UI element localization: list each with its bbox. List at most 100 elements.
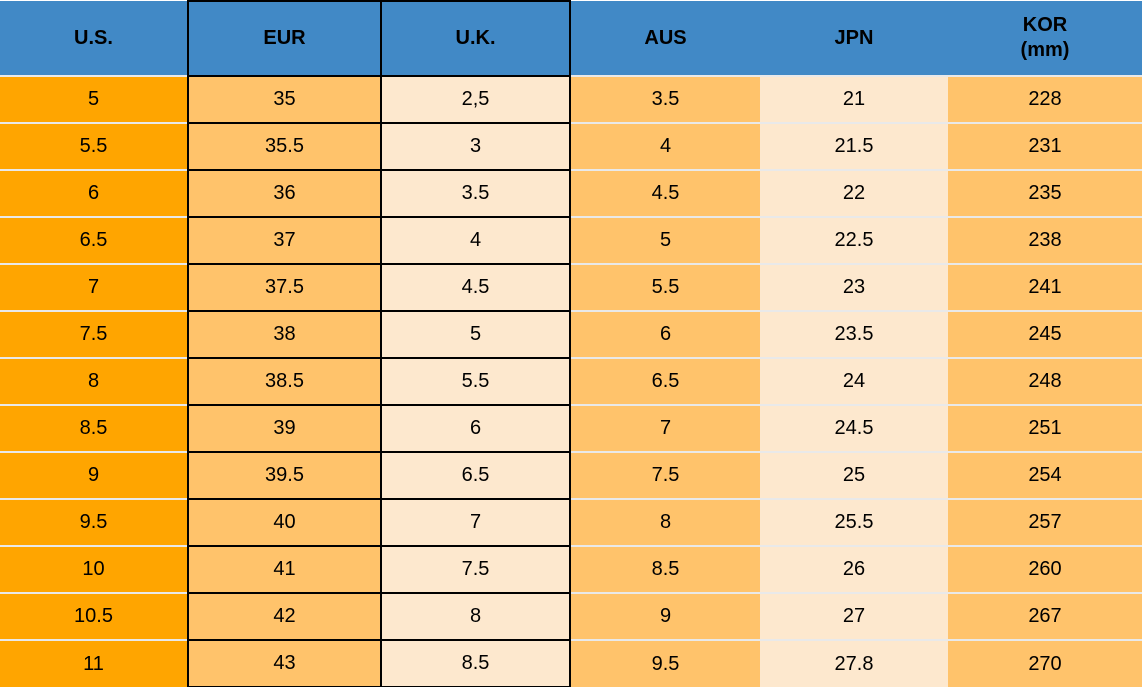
cell-us: 10 [0,545,188,593]
cell-eur: 37 [187,216,382,265]
cell-eur: 37.5 [187,263,382,312]
table-row: 8 38.5 5.5 6.5 24 248 [0,357,1142,406]
cell-aus: 5 [570,216,760,264]
cell-aus: 9.5 [570,639,760,687]
cell-us: 5.5 [0,122,188,170]
cell-aus: 7 [570,404,760,452]
cell-us: 11 [0,639,188,687]
cell-kor: 254 [948,451,1142,499]
cell-us: 7.5 [0,310,188,358]
cell-jpn: 22 [760,169,948,217]
table-row: 10.5 42 8 9 27 267 [0,592,1142,641]
table-row: 8.5 39 6 7 24.5 251 [0,404,1142,453]
cell-eur: 39.5 [187,451,382,500]
cell-us: 9.5 [0,498,188,546]
cell-aus: 8.5 [570,545,760,593]
table-row: 5 35 2,5 3.5 21 228 [0,75,1142,124]
cell-eur: 36 [187,169,382,218]
cell-kor: 257 [948,498,1142,546]
cell-kor: 251 [948,404,1142,452]
cell-jpn: 22.5 [760,216,948,264]
table-row: 11 43 8.5 9.5 27.8 270 [0,639,1142,687]
cell-jpn: 27.8 [760,639,948,687]
cell-aus: 6.5 [570,357,760,405]
cell-uk: 5.5 [380,357,571,406]
cell-jpn: 27 [760,592,948,640]
cell-uk: 8 [380,592,571,641]
cell-us: 8 [0,357,188,405]
table-header: U.S. EUR U.K. AUS JPN KOR (mm) [0,0,1142,77]
cell-aus: 4.5 [570,169,760,217]
cell-uk: 6 [380,404,571,453]
cell-aus: 8 [570,498,760,546]
cell-eur: 39 [187,404,382,453]
cell-eur: 43 [187,639,382,687]
cell-jpn: 21 [760,75,948,123]
cell-kor: 241 [948,263,1142,311]
header-row: U.S. EUR U.K. AUS JPN KOR (mm) [0,0,1142,77]
column-header-us: U.S. [0,1,188,76]
table-row: 9 39.5 6.5 7.5 25 254 [0,451,1142,500]
column-header-kor: KOR (mm) [948,1,1142,76]
cell-jpn: 23 [760,263,948,311]
cell-uk: 7.5 [380,545,571,594]
column-header-eur: EUR [187,0,382,77]
column-header-kor-unit: (mm) [1020,39,1070,61]
table-row: 6.5 37 4 5 22.5 238 [0,216,1142,265]
cell-uk: 3 [380,122,571,171]
cell-aus: 4 [570,122,760,170]
cell-uk: 8.5 [380,639,571,687]
cell-eur: 40 [187,498,382,547]
cell-eur: 41 [187,545,382,594]
cell-eur: 38.5 [187,357,382,406]
column-header-aus: AUS [570,1,760,76]
cell-us: 6.5 [0,216,188,264]
table-row: 5.5 35.5 3 4 21.5 231 [0,122,1142,171]
cell-jpn: 24.5 [760,404,948,452]
table-row: 7 37.5 4.5 5.5 23 241 [0,263,1142,312]
cell-eur: 35.5 [187,122,382,171]
cell-kor: 270 [948,639,1142,687]
cell-jpn: 25 [760,451,948,499]
cell-kor: 267 [948,592,1142,640]
cell-eur: 35 [187,75,382,124]
column-header-uk: U.K. [380,0,571,77]
cell-jpn: 26 [760,545,948,593]
cell-us: 6 [0,169,188,217]
cell-uk: 6.5 [380,451,571,500]
cell-us: 7 [0,263,188,311]
table-row: 9.5 40 7 8 25.5 257 [0,498,1142,547]
cell-kor: 228 [948,75,1142,123]
cell-aus: 5.5 [570,263,760,311]
cell-us: 9 [0,451,188,499]
cell-uk: 4.5 [380,263,571,312]
cell-uk: 7 [380,498,571,547]
cell-us: 10.5 [0,592,188,640]
cell-kor: 260 [948,545,1142,593]
table-row: 7.5 38 5 6 23.5 245 [0,310,1142,359]
cell-us: 5 [0,75,188,123]
cell-aus: 9 [570,592,760,640]
cell-uk: 5 [380,310,571,359]
column-header-kor-label: KOR [1022,14,1068,36]
cell-uk: 2,5 [380,75,571,124]
cell-uk: 4 [380,216,571,265]
cell-kor: 245 [948,310,1142,358]
table-body: 5 35 2,5 3.5 21 228 5.5 35.5 3 4 21.5 23… [0,75,1142,687]
cell-aus: 3.5 [570,75,760,123]
cell-jpn: 25.5 [760,498,948,546]
cell-aus: 7.5 [570,451,760,499]
cell-jpn: 23.5 [760,310,948,358]
cell-jpn: 24 [760,357,948,405]
cell-eur: 38 [187,310,382,359]
cell-us: 8.5 [0,404,188,452]
cell-jpn: 21.5 [760,122,948,170]
cell-uk: 3.5 [380,169,571,218]
table-row: 6 36 3.5 4.5 22 235 [0,169,1142,218]
cell-aus: 6 [570,310,760,358]
cell-kor: 231 [948,122,1142,170]
column-header-jpn: JPN [760,1,948,76]
cell-kor: 248 [948,357,1142,405]
cell-kor: 238 [948,216,1142,264]
